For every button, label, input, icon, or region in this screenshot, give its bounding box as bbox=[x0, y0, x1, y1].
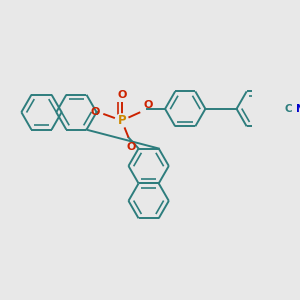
Text: P: P bbox=[118, 114, 126, 127]
Text: C: C bbox=[285, 104, 292, 114]
Text: N: N bbox=[296, 104, 300, 114]
Text: O: O bbox=[144, 100, 153, 110]
Text: O: O bbox=[126, 142, 136, 152]
Text: O: O bbox=[117, 90, 127, 100]
Text: O: O bbox=[90, 107, 100, 117]
Circle shape bbox=[115, 114, 128, 127]
